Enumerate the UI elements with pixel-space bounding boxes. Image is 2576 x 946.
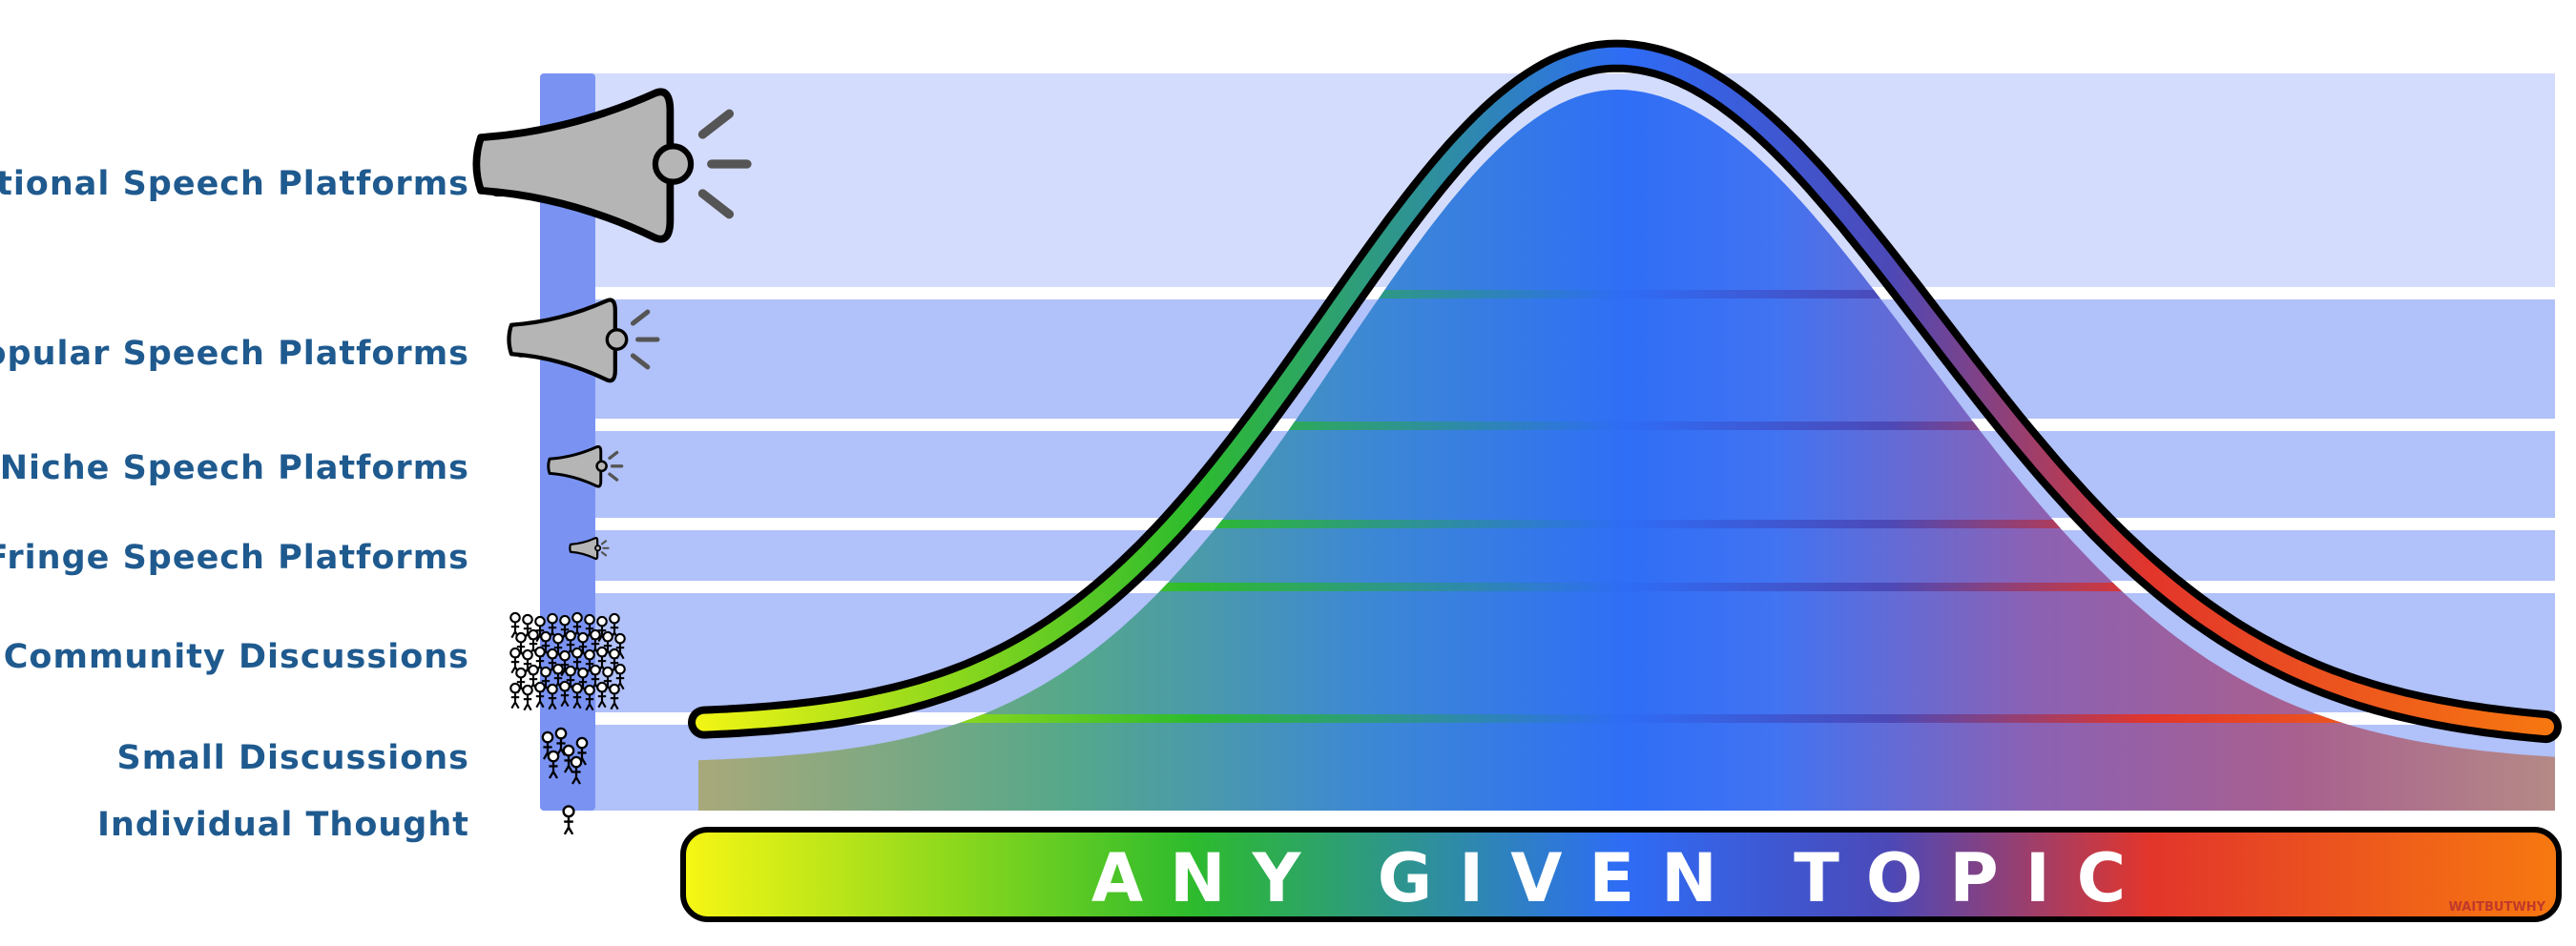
threshold-line-fringe <box>698 583 2555 591</box>
topic-bar <box>680 827 2562 922</box>
small-group-icon <box>541 727 589 785</box>
tier-label-fringe: Fringe Speech Platforms <box>0 539 469 577</box>
crowd-icon <box>509 611 626 711</box>
crowd-person <box>590 628 601 656</box>
crowd-person <box>559 680 571 708</box>
group-person <box>547 750 560 779</box>
tier-label-individual: Individual Thought <box>97 806 469 844</box>
crowd-person <box>596 681 608 709</box>
tier-label-popular: Popular Speech Platforms <box>0 335 469 373</box>
group-person <box>562 744 575 773</box>
crowd-person <box>534 646 546 673</box>
credit-mark: WAITBUTWHY <box>2449 900 2546 915</box>
megaphone-tiny-icon <box>569 536 610 561</box>
bell-curve-spectrum <box>696 47 2554 736</box>
crowd-person <box>509 647 521 674</box>
crowd-person <box>522 648 533 676</box>
megaphone-small-icon <box>547 444 624 488</box>
threshold-line-popular <box>698 422 2555 430</box>
topic-bar-label: ANY GIVEN TOPIC <box>1091 839 2152 917</box>
threshold-line-national <box>698 290 2555 298</box>
crowd-person <box>584 684 595 711</box>
individual-person <box>562 805 575 835</box>
crowd-person <box>540 630 551 658</box>
group-person <box>570 755 583 785</box>
crowd-person <box>522 684 533 711</box>
crowd-person <box>547 683 558 710</box>
crowd-person <box>609 683 620 710</box>
crowd-person <box>509 682 521 710</box>
megaphone-medium-icon <box>507 298 660 383</box>
crowd-person <box>571 682 583 710</box>
tier-label-niche: Niche Speech Platforms <box>0 449 469 487</box>
tier-label-community: Community Discussions <box>4 638 469 676</box>
tier-label-national: National Speech Platforms <box>0 165 469 203</box>
hill-fill <box>698 90 2555 811</box>
tier-label-small: Small Discussions <box>117 739 469 777</box>
crowd-person <box>534 681 546 709</box>
single-person-icon <box>562 805 575 835</box>
tier-threshold-lines <box>698 290 2555 723</box>
threshold-line-community <box>698 714 2555 723</box>
threshold-line-niche <box>698 520 2555 528</box>
vertical-axis-bar <box>540 73 595 811</box>
megaphone-large-icon <box>472 88 752 243</box>
